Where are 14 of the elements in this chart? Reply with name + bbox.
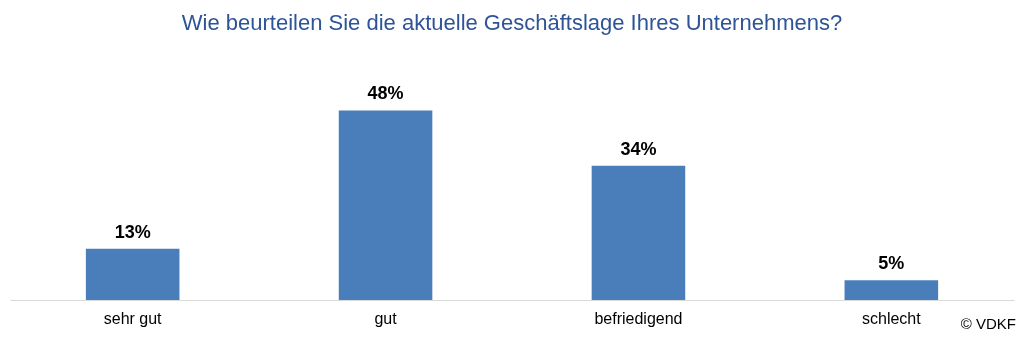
x-tick-label: sehr gut [103, 309, 163, 327]
bar [591, 165, 686, 300]
x-tick-label: schlecht [861, 309, 922, 327]
chart-title: Wie beurteilen Sie die aktuelle Geschäftslage Ihres Unternehmens? [181, 10, 843, 35]
text: © VDKF [960, 315, 1016, 332]
data-label: 5% [878, 253, 905, 274]
data-label: 13% [114, 221, 151, 242]
data-label: 48% [367, 83, 404, 104]
bar [844, 280, 939, 300]
bar [85, 248, 180, 300]
bar [338, 110, 433, 300]
x-tick-label: gut [374, 309, 398, 327]
data-label: 34% [620, 138, 657, 159]
x-tick-label: befriedigend [594, 309, 683, 327]
